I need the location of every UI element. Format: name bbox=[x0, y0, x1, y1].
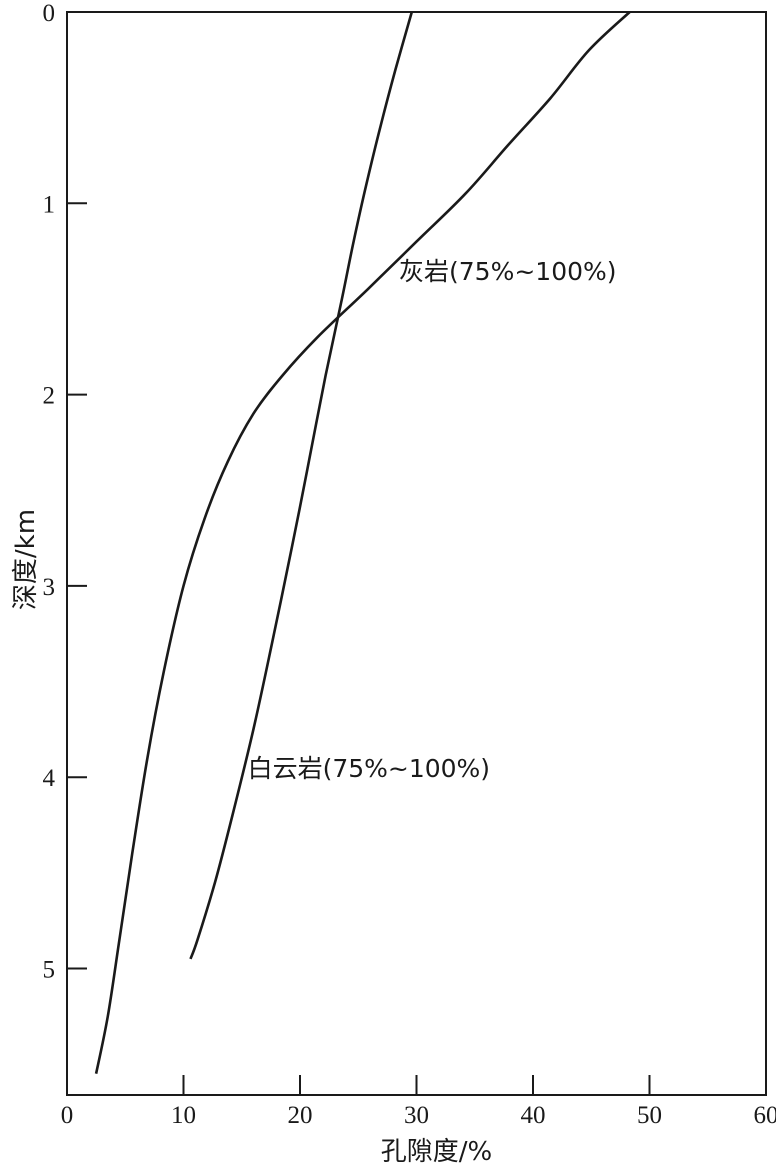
x-tick-label: 50 bbox=[637, 1102, 662, 1129]
x-tick-label: 20 bbox=[288, 1102, 313, 1129]
y-tick-label: 4 bbox=[43, 765, 56, 792]
x-tick-label: 10 bbox=[171, 1102, 196, 1129]
x-tick-label: 0 bbox=[61, 1102, 74, 1129]
plot-frame bbox=[66, 11, 767, 1096]
y-tick-label: 2 bbox=[43, 383, 56, 410]
annotation-layer: 灰岩(75%~100%) 白云岩(75%~100%) bbox=[248, 257, 617, 783]
limestone-curve bbox=[94, 11, 631, 1074]
y-tick-label: 3 bbox=[43, 574, 56, 601]
x-tick-label: 60 bbox=[754, 1102, 776, 1129]
dolomite-curve bbox=[189, 11, 414, 960]
y-tick-label: 5 bbox=[43, 957, 56, 984]
y-tick-label: 1 bbox=[43, 191, 56, 218]
x-axis-title: 孔隙度/% bbox=[381, 1137, 492, 1167]
limestone-label: 灰岩(75%~100%) bbox=[399, 257, 617, 286]
axes: 0 10 20 30 40 50 60 0 1 2 3 4 5 bbox=[43, 0, 776, 1129]
x-tick-label: 40 bbox=[521, 1102, 546, 1129]
dolomite-label: 白云岩(75%~100%) bbox=[248, 754, 491, 783]
series-layer bbox=[94, 11, 631, 1074]
x-tick-label: 30 bbox=[404, 1102, 429, 1129]
y-tick-label: 0 bbox=[43, 0, 56, 27]
y-axis-title: 深度/km bbox=[11, 509, 41, 610]
